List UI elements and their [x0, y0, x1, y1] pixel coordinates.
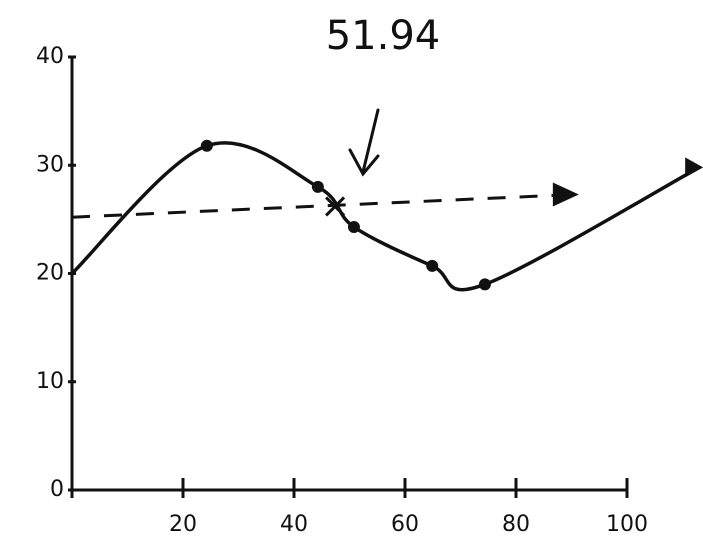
data-point: [201, 140, 213, 152]
data-line: [72, 143, 699, 290]
y-tick-label: 40: [36, 44, 64, 69]
y-tick-label: 0: [50, 477, 64, 502]
data-point: [348, 221, 360, 233]
chart: 51.94 0 10 20 30 40 20 40 60 80 100: [0, 0, 703, 537]
line-arrowhead: [685, 157, 703, 177]
x-tick-label: 100: [606, 512, 648, 537]
x-tick-label: 80: [502, 512, 530, 537]
data-point: [479, 278, 491, 290]
y-tick-label: 10: [36, 369, 64, 394]
data-point: [426, 260, 438, 272]
y-tick-label: 30: [36, 152, 64, 177]
reference-arrowhead: [553, 182, 579, 206]
data-point: [312, 181, 324, 193]
annotation: 51.94: [326, 13, 441, 59]
x-tick-label: 60: [391, 512, 419, 537]
x-tick-label: 20: [169, 512, 197, 537]
annotation-arrow: [350, 110, 378, 174]
x-tick-label: 40: [280, 512, 308, 537]
y-tick-label: 20: [36, 261, 64, 286]
reference-line: [72, 194, 575, 217]
